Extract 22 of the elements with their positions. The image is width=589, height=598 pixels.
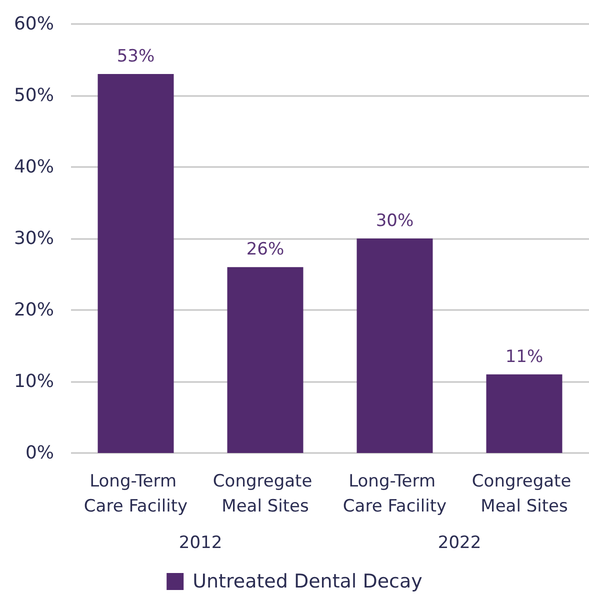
x-tick-label: Congregate Meal Sites [212,472,318,516]
bar [98,74,174,453]
legend-label: Untreated Dental Decay [192,570,422,592]
data-label: 11% [505,346,544,367]
y-tick-label: 50% [14,85,54,106]
y-tick-label: 40% [14,156,54,178]
y-tick-label: 60% [14,14,54,34]
data-label: 30% [376,211,414,231]
y-tick-label: 20% [14,300,54,320]
x-tick-label: Congregate Meal Sites [472,472,577,516]
bar [227,267,304,453]
y-tick-label: 10% [14,371,54,392]
x-tick-label: Long-Term Care Facility [84,472,188,516]
x-tick-label: Long-Term Care Facility [342,472,447,516]
y-tick-label: 0% [25,442,54,464]
bar [356,238,433,453]
text: 2022 [438,533,482,553]
y-tick-label: 30% [14,228,54,249]
data-label: 26% [246,240,284,260]
text: 2012 [178,533,222,553]
data-label: 53% [116,46,155,67]
bar [486,374,562,453]
